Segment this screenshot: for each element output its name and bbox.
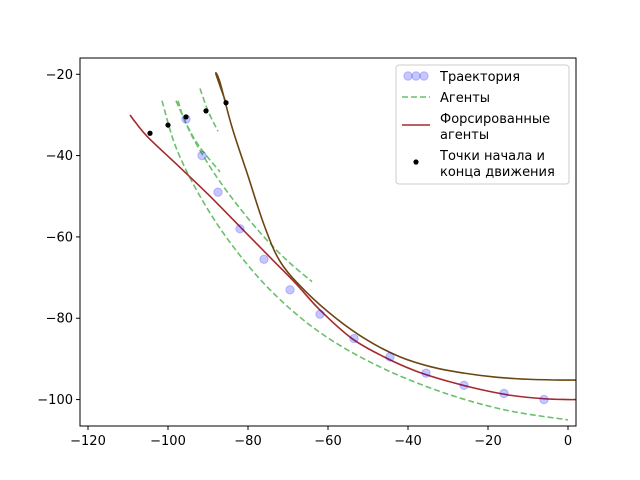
trajectory-point: [285, 285, 295, 295]
y-tick-label: −20: [46, 68, 73, 83]
legend-label-points: Точки начала и конца движения: [439, 149, 555, 180]
legend-label-forced: Форсированные агенты: [440, 112, 550, 143]
trajectory-point: [349, 333, 359, 344]
y-tick-label: −80: [46, 312, 73, 327]
legend-label-agents: Агенты: [440, 91, 490, 106]
start-end-point: [203, 108, 209, 114]
x-tick-label: −100: [150, 434, 186, 449]
trajectory-point: [499, 388, 509, 399]
start-end-point: [223, 100, 229, 106]
trajectory-point: [259, 254, 269, 264]
trajectory-point: [459, 380, 469, 391]
trajectory-point: [539, 394, 549, 405]
legend-trajectory-marker: [419, 71, 429, 81]
trajectory-point: [315, 309, 325, 319]
y-tick-label: −60: [46, 230, 73, 245]
start-end-point: [147, 130, 153, 136]
x-tick-label: −120: [70, 434, 106, 449]
legend-box: [395, 64, 570, 185]
x-tick-label: −60: [314, 434, 341, 449]
forced-agents-series-line: [214, 72, 576, 381]
trajectory-point: [235, 224, 245, 234]
x-tick-label: −20: [474, 434, 501, 449]
trajectory-point: [197, 150, 207, 161]
x-tick-label: 0: [564, 434, 572, 449]
x-tick-label: −40: [394, 434, 421, 449]
series-layer: [129, 72, 576, 421]
trajectory-point: [213, 187, 223, 197]
agents-series-line: [177, 100, 313, 283]
legend-label-trajectory: Траектория: [439, 70, 520, 85]
forced-agents-series-line: [129, 114, 576, 401]
agents-series-line: [161, 100, 569, 421]
x-tick-label: −80: [234, 434, 261, 449]
y-tick-label: −100: [37, 393, 73, 408]
legend-trajectory-marker: [411, 71, 421, 81]
trajectory-point: [421, 368, 431, 378]
start-end-point: [183, 114, 189, 120]
start-end-point: [165, 122, 171, 128]
legend-trajectory-marker: [403, 71, 413, 81]
axes-layer: −120 −100 −80 −60 −40 −20 0 −20 −40 −60 −80 −100: [37, 68, 572, 449]
legend-points-marker: [413, 159, 419, 165]
y-tick-label: −40: [46, 149, 73, 164]
trajectory-point: [385, 352, 395, 362]
agents-series-line: [175, 100, 221, 173]
agents-series-line: [199, 88, 219, 132]
legend: Траектория Агенты Форсированные агенты Точки…: [395, 64, 570, 185]
